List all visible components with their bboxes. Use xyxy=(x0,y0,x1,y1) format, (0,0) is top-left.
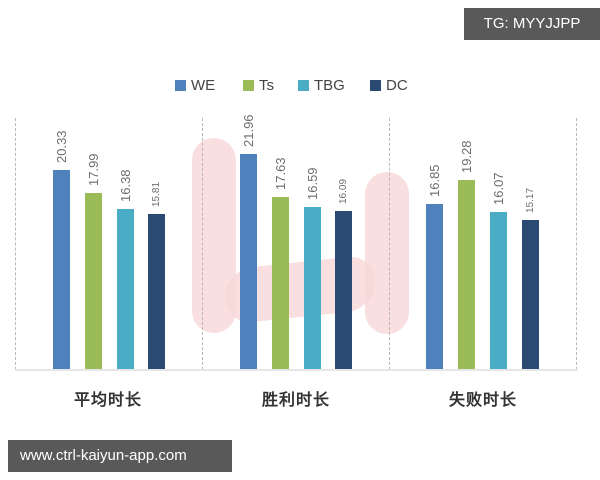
legend-swatch-dc xyxy=(370,80,381,91)
value-label: 16.85 xyxy=(427,164,442,197)
group-divider xyxy=(576,118,577,370)
value-label: 17.63 xyxy=(273,157,288,190)
tg-badge: TG: MYYJJPP xyxy=(464,8,600,40)
bar-tbg-win xyxy=(304,207,321,370)
legend-label: Ts xyxy=(259,77,274,94)
bar-dc-avg xyxy=(148,214,165,370)
group-divider xyxy=(15,118,16,370)
bar-we-loss xyxy=(426,204,443,370)
group-divider xyxy=(389,118,390,370)
category-label-win: 胜利时长 xyxy=(261,392,330,409)
bar-ts-loss xyxy=(458,180,475,370)
legend-swatch-tbg xyxy=(298,80,309,91)
bar-tbg-loss xyxy=(490,212,507,370)
value-label: 15.81 xyxy=(151,181,162,207)
legend-label: DC xyxy=(386,77,408,94)
bar-we-win xyxy=(240,154,257,370)
bar-ts-avg xyxy=(85,193,102,370)
bar-we-avg xyxy=(53,170,70,370)
category-label-loss: 失败时长 xyxy=(448,392,517,409)
category-label-avg: 平均时长 xyxy=(73,392,142,409)
watermark: www.ctrl-kaiyun-app.com xyxy=(8,440,232,472)
value-label: 15.17 xyxy=(525,187,536,213)
bar-dc-loss xyxy=(522,220,539,370)
value-label: 16.09 xyxy=(338,178,349,204)
value-label: 19.28 xyxy=(459,140,474,173)
legend-label: WE xyxy=(191,77,216,94)
value-label: 17.99 xyxy=(86,153,101,186)
legend-label: TBG xyxy=(314,77,345,94)
value-label: 16.07 xyxy=(491,172,506,205)
x-axis-line xyxy=(15,369,578,371)
value-label: 16.59 xyxy=(305,167,320,200)
background-decoration xyxy=(365,172,409,334)
bar-ts-win xyxy=(272,197,289,370)
bar-dc-win xyxy=(335,211,352,370)
chart-legend: WE Ts TBG DC xyxy=(0,76,600,96)
legend-swatch-ts xyxy=(243,80,254,91)
value-label: 20.33 xyxy=(54,130,69,163)
bar-tbg-avg xyxy=(117,209,134,370)
group-divider xyxy=(202,118,203,370)
value-label: 21.96 xyxy=(241,114,256,147)
legend-swatch-we xyxy=(175,80,186,91)
value-label: 16.38 xyxy=(118,169,133,202)
